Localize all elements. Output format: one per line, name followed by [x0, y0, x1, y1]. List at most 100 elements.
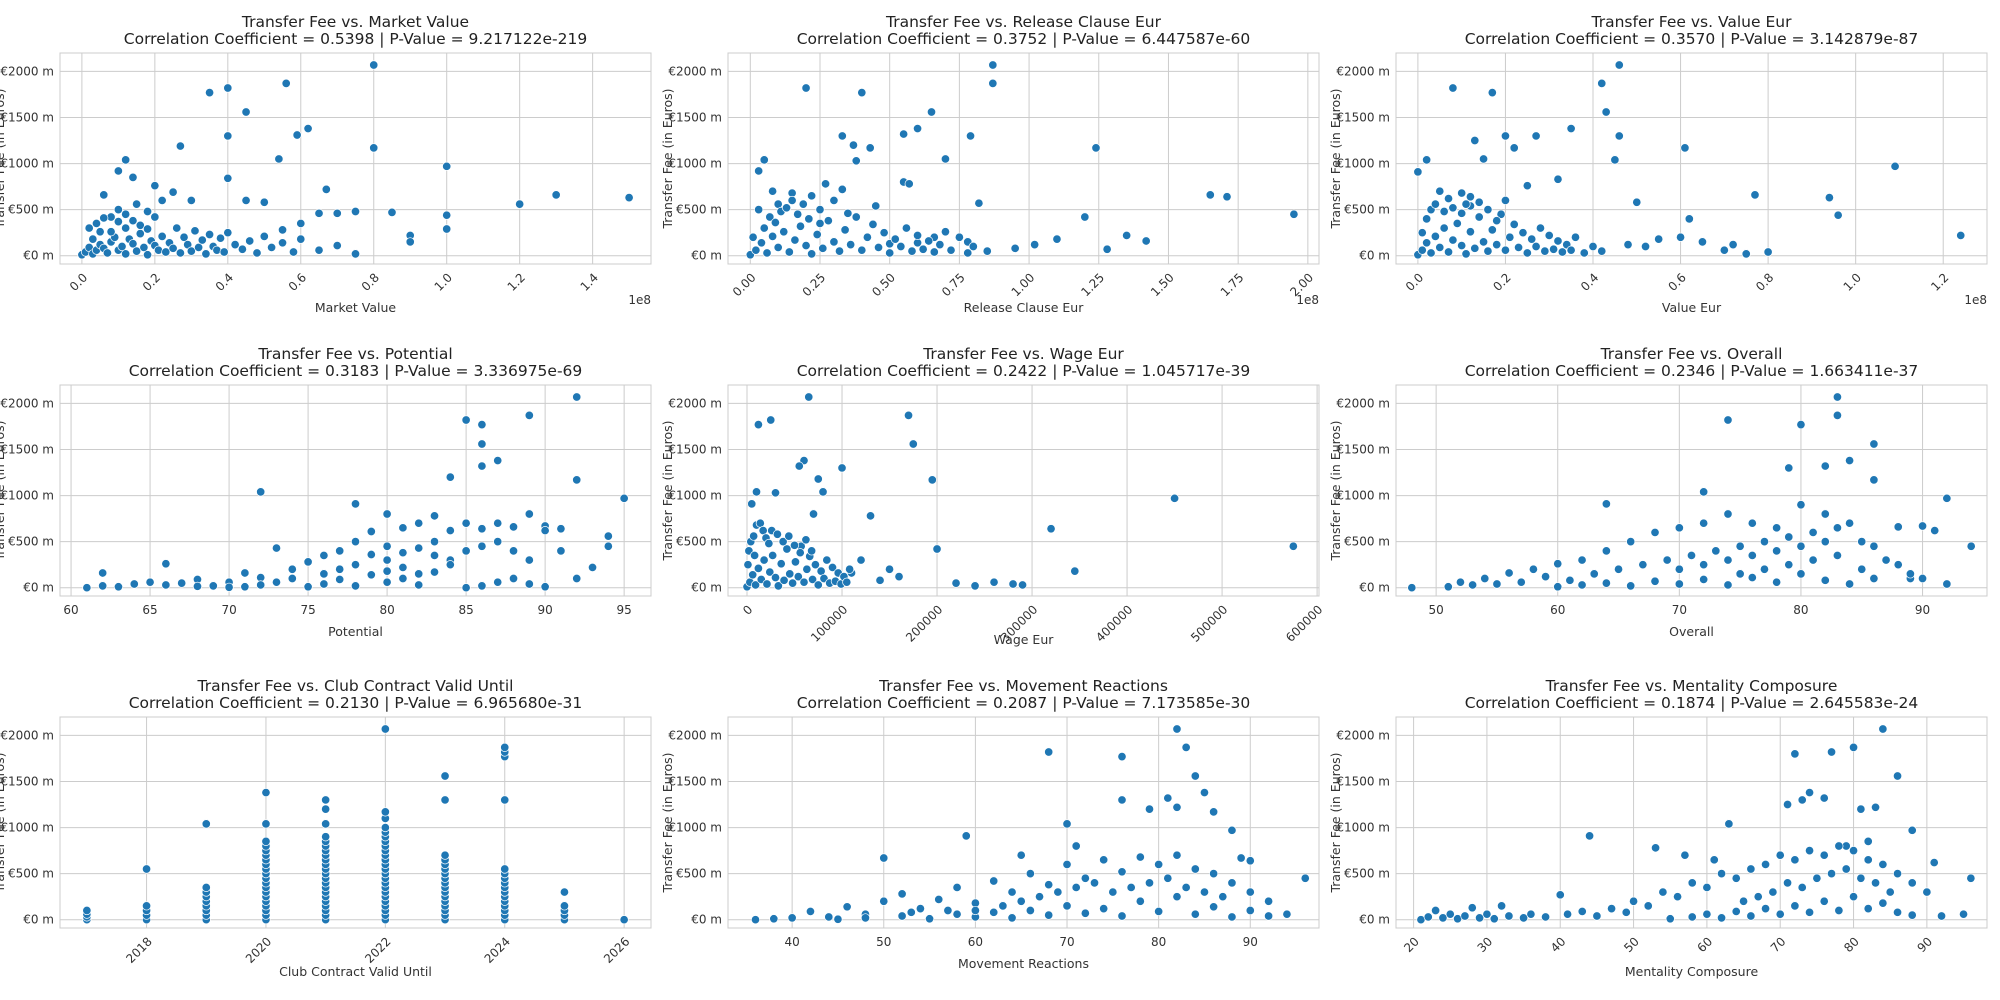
data-point: [1448, 203, 1458, 213]
data-point: [913, 230, 923, 240]
data-point: [241, 107, 251, 117]
data-point: [798, 199, 808, 209]
y-tick-label: €2000 m: [0, 728, 54, 742]
data-point: [857, 245, 867, 255]
data-point: [387, 207, 397, 217]
data-point: [1805, 846, 1815, 856]
data-point: [1662, 555, 1672, 565]
data-point: [1834, 841, 1844, 851]
y-tick-label: €0 m: [23, 249, 54, 263]
data-point: [1783, 799, 1793, 810]
data-point: [935, 240, 945, 250]
y-tick-label: €1500 m: [1336, 442, 1390, 456]
data-point: [1474, 212, 1484, 222]
data-point: [382, 577, 392, 587]
data-point: [989, 907, 999, 917]
data-point: [1741, 249, 1751, 259]
data-point: [113, 166, 123, 176]
data-point: [750, 915, 761, 925]
data-point: [915, 904, 925, 914]
x-offset-label: 1e8: [1964, 293, 1987, 307]
data-point: [779, 575, 789, 585]
x-axis-label: Release Clause Eur: [964, 300, 1085, 315]
data-point: [1025, 905, 1035, 916]
data-point: [572, 392, 582, 402]
data-point: [988, 78, 998, 88]
data-point: [801, 83, 811, 93]
data-point: [1768, 887, 1778, 897]
data-point: [556, 546, 566, 556]
data-point: [1417, 245, 1427, 255]
data-point: [1797, 795, 1807, 805]
data-point: [897, 911, 907, 921]
data-point: [429, 550, 440, 561]
data-point: [1870, 878, 1881, 888]
data-point: [143, 250, 153, 260]
plot-title: Transfer Fee vs. Wage Eur: [922, 345, 1124, 363]
data-point: [766, 415, 776, 425]
data-point: [751, 580, 761, 590]
x-tick-label: 0.0: [67, 270, 90, 293]
x-tick-label: 50: [876, 935, 891, 949]
data-point: [1796, 500, 1806, 510]
data-point: [1439, 206, 1449, 217]
data-point: [1841, 864, 1851, 874]
x-tick-label: 60: [1695, 934, 1716, 955]
x-tick-label: 1.25: [1078, 270, 1107, 299]
data-point: [1907, 825, 1917, 835]
data-point: [808, 574, 818, 584]
data-point: [1863, 855, 1873, 865]
x-tick-label: 80: [1793, 603, 1808, 617]
data-point: [1966, 873, 1976, 883]
data-point: [1674, 523, 1684, 533]
data-point: [1577, 580, 1587, 590]
data-point: [161, 580, 171, 590]
data-point: [1832, 523, 1842, 533]
data-point: [380, 807, 390, 817]
data-point: [366, 526, 376, 537]
data-point: [1553, 236, 1563, 246]
data-point: [1585, 831, 1595, 841]
data-point: [493, 577, 503, 587]
x-tick-label: 90: [537, 603, 552, 617]
data-point: [1626, 581, 1636, 591]
data-point: [1863, 904, 1873, 914]
data-point: [98, 581, 108, 591]
data-point: [1236, 853, 1246, 863]
data-point: [1848, 892, 1859, 902]
plot-frame: [727, 384, 1320, 597]
y-tick-label: €2000 m: [1336, 728, 1390, 742]
data-point: [1553, 582, 1563, 592]
x-tick-label: 40: [784, 935, 799, 949]
x-axis-label: Mentality Composure: [1625, 964, 1759, 979]
data-point: [1820, 461, 1830, 471]
plot-subtitle: Correlation Coefficient = 0.1874 | P-Val…: [1465, 694, 1919, 712]
data-point: [1108, 887, 1118, 897]
data-point: [1942, 493, 1952, 503]
data-point: [1172, 892, 1182, 902]
data-point: [1717, 913, 1727, 923]
data-point: [913, 124, 923, 134]
data-point: [1190, 909, 1200, 919]
data-point: [1917, 573, 1928, 584]
data-point: [1869, 573, 1879, 584]
data-point: [1264, 911, 1274, 921]
data-point: [398, 548, 408, 558]
data-point: [1676, 232, 1686, 242]
data-point: [1509, 219, 1519, 229]
y-tick-label: €1500 m: [0, 110, 54, 124]
data-point: [1790, 855, 1800, 865]
data-point: [1227, 878, 1237, 888]
data-point: [1893, 522, 1903, 532]
data-point: [1531, 131, 1541, 141]
data-point: [398, 562, 408, 572]
y-tick-label: €500 m: [8, 867, 54, 881]
data-point: [335, 546, 345, 556]
data-point: [241, 195, 251, 205]
x-offset-label: 1e8: [1296, 293, 1319, 307]
data-point: [759, 223, 769, 233]
data-point: [1878, 898, 1888, 908]
data-point: [1783, 878, 1793, 888]
data-point: [261, 836, 271, 846]
data-point: [1601, 499, 1611, 509]
